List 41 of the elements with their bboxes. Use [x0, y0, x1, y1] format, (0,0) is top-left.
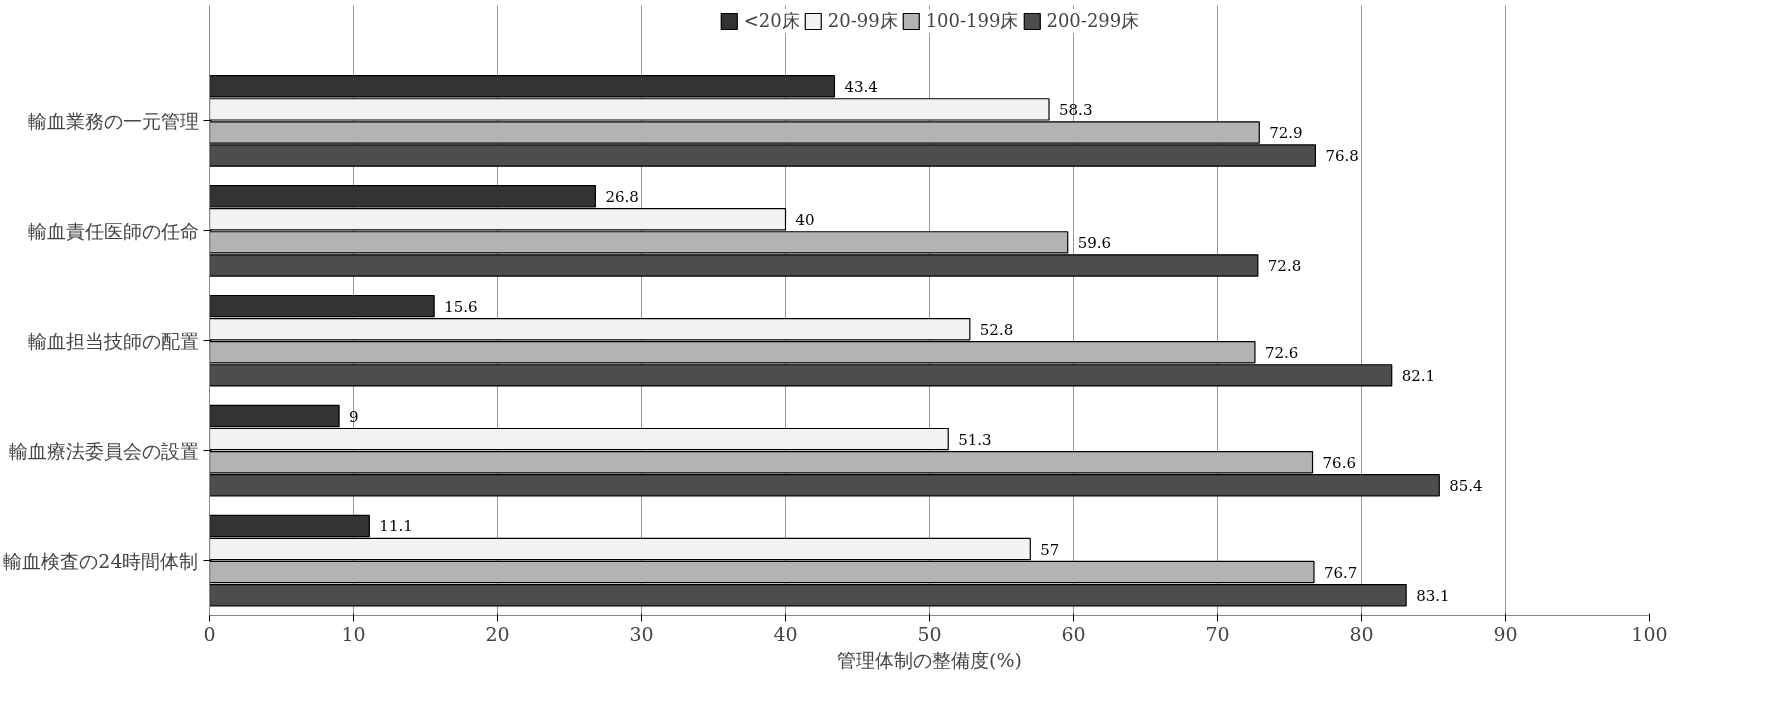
x-tick-label: 50 — [917, 622, 942, 645]
data-label: 83.1 — [1416, 586, 1450, 605]
data-label: 40 — [795, 210, 815, 229]
data-label: 58.3 — [1059, 100, 1093, 119]
x-tick-label: 80 — [1349, 622, 1374, 645]
data-label: 57 — [1040, 540, 1060, 559]
x-tick-label: 0 — [203, 622, 216, 645]
legend-label: 20-99床 — [827, 9, 898, 33]
data-label: 72.9 — [1269, 123, 1303, 142]
legend-label: 200-299床 — [1046, 9, 1140, 33]
data-label: 26.8 — [605, 187, 639, 206]
data-label: 9 — [349, 407, 359, 426]
y-tick-label: 輸血検査の24時間体制 — [3, 549, 199, 572]
y-tick-label: 輸血業務の一元管理 — [27, 109, 199, 132]
data-label: 85.4 — [1449, 476, 1483, 495]
legend-label: 100-199床 — [925, 9, 1019, 33]
data-label: 52.8 — [979, 320, 1014, 339]
x-tick-label: 70 — [1205, 622, 1230, 645]
x-tick-label: 20 — [485, 622, 510, 645]
y-tick-label: 輸血療法委員会の設置 — [8, 439, 199, 462]
x-tick-label: 90 — [1493, 622, 1518, 645]
data-label: 59.6 — [1077, 233, 1112, 252]
data-label: 76.6 — [1322, 453, 1356, 472]
data-label: 72.6 — [1264, 343, 1299, 362]
x-tick-label: 40 — [773, 622, 798, 645]
data-label: 82.1 — [1401, 366, 1436, 385]
x-tick-label: 30 — [629, 622, 654, 645]
y-tick-label: 輸血責任医師の任命 — [27, 219, 199, 242]
data-label: 72.8 — [1267, 256, 1302, 275]
legend-label: <20床 — [743, 9, 800, 33]
x-axis-title: 管理体制の整備度(%) — [837, 648, 1022, 671]
data-label: 76.8 — [1325, 147, 1359, 166]
y-tick-label: 輸血担当技師の配置 — [27, 329, 199, 352]
x-tick-label: 10 — [341, 622, 366, 645]
data-label: 11.1 — [379, 517, 413, 536]
x-tick-label: 60 — [1061, 622, 1086, 645]
data-label: 51.3 — [958, 430, 992, 449]
x-tick-label: 100 — [1631, 622, 1668, 645]
data-label: 15.6 — [444, 297, 478, 316]
data-label: 43.4 — [844, 77, 878, 96]
data-label: 76.7 — [1323, 563, 1358, 582]
